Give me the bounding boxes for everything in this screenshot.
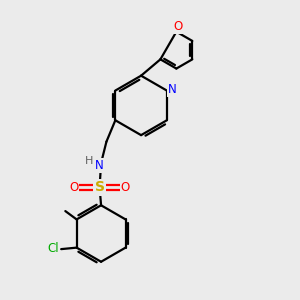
- Text: Cl: Cl: [47, 242, 59, 255]
- Text: N: N: [95, 159, 104, 172]
- Text: H: H: [84, 156, 93, 166]
- Text: O: O: [121, 181, 130, 194]
- Text: N: N: [167, 83, 176, 96]
- Text: O: O: [69, 181, 78, 194]
- Text: S: S: [94, 180, 105, 194]
- Text: O: O: [173, 20, 182, 33]
